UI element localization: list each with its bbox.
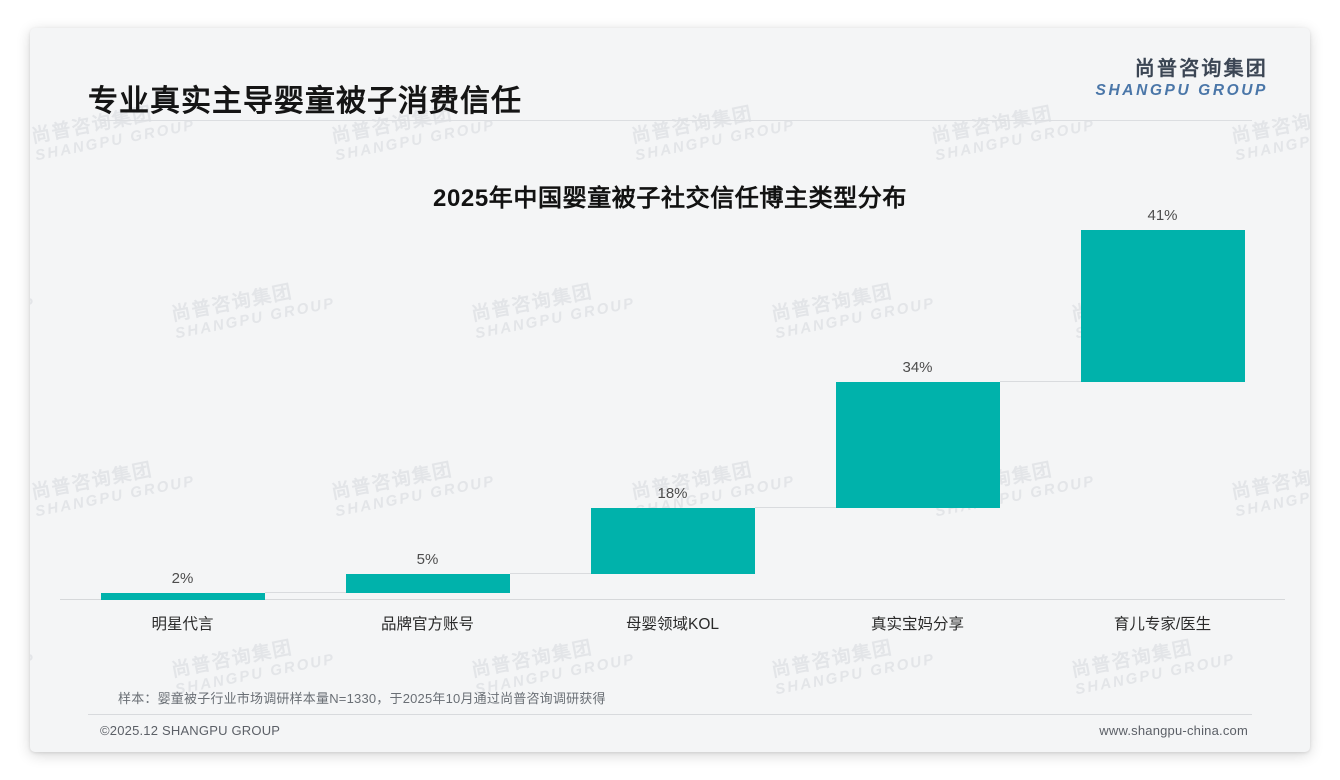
bar-value-label: 34% bbox=[902, 358, 933, 376]
slide-card: 尚普咨询集团 SHANGPU GROUP 尚普咨询集团 SHANGPU GROUP 尚普… bbox=[30, 28, 1310, 752]
x-axis-label: 育儿专家/医生 bbox=[1113, 616, 1212, 633]
page-title: 专业真实主导婴童被子消费信任 bbox=[88, 85, 522, 118]
header-divider bbox=[100, 120, 1252, 121]
waterfall-connector bbox=[509, 573, 591, 575]
bar-segment[interactable] bbox=[835, 381, 1000, 508]
waterfall-connector bbox=[999, 380, 1081, 382]
bar-segment[interactable] bbox=[345, 574, 510, 593]
brand-logo: 尚普咨询集团 SHANGPU GROUP bbox=[1096, 58, 1268, 100]
x-axis-line bbox=[60, 599, 1285, 600]
footnote-divider bbox=[88, 714, 1252, 715]
waterfall-connector bbox=[264, 591, 346, 593]
waterfall-connector bbox=[754, 506, 836, 508]
chart-container: 2025年中国婴童被子社交信任博主类型分布 2% 5% 18% 34% 41% 明星代言… bbox=[30, 120, 1310, 660]
source-footnote: 样本：婴童被子行业市场调研样本量N=1330，于2025年10月通过尚普咨询调研… bbox=[118, 691, 606, 706]
x-axis-label: 母婴领域KOL bbox=[625, 616, 719, 633]
slide-footer: ©2025.12 SHANGPU GROUP www.shangpu-china… bbox=[30, 714, 1310, 752]
bar-segment[interactable] bbox=[590, 507, 755, 575]
chart-title: 2025年中国婴童被子社交信任博主类型分布 bbox=[433, 185, 907, 212]
bar-segment[interactable] bbox=[1080, 230, 1245, 382]
x-axis-label: 明星代言 bbox=[151, 616, 214, 633]
bar-value-label: 2% bbox=[171, 569, 194, 587]
bar-value-label: 5% bbox=[416, 551, 439, 569]
bar-value-label: 18% bbox=[657, 484, 688, 502]
x-axis-category-labels: 明星代言 品牌官方账号 母婴领域KOL 真实宝妈分享 育儿专家/医生 bbox=[60, 600, 1285, 640]
bar-value-label: 41% bbox=[1147, 207, 1178, 224]
brand-name-cn: 尚普咨询集团 bbox=[1134, 58, 1268, 80]
slide-header: 专业真实主导婴童被子消费信任 尚普咨询集团 SHANGPU GROUP bbox=[30, 28, 1310, 120]
brand-name-en: SHANGPU GROUP bbox=[1095, 82, 1268, 100]
bar-segment[interactable] bbox=[100, 592, 265, 600]
chart-plot-area: 2% 5% 18% 34% 41% bbox=[60, 207, 1285, 600]
copyright-text: ©2025.12 SHANGPU GROUP bbox=[100, 723, 281, 738]
x-axis-label: 真实宝妈分享 bbox=[870, 616, 964, 633]
website-link[interactable]: www.shangpu-china.com bbox=[1099, 723, 1248, 738]
x-axis-label: 品牌官方账号 bbox=[380, 616, 474, 633]
